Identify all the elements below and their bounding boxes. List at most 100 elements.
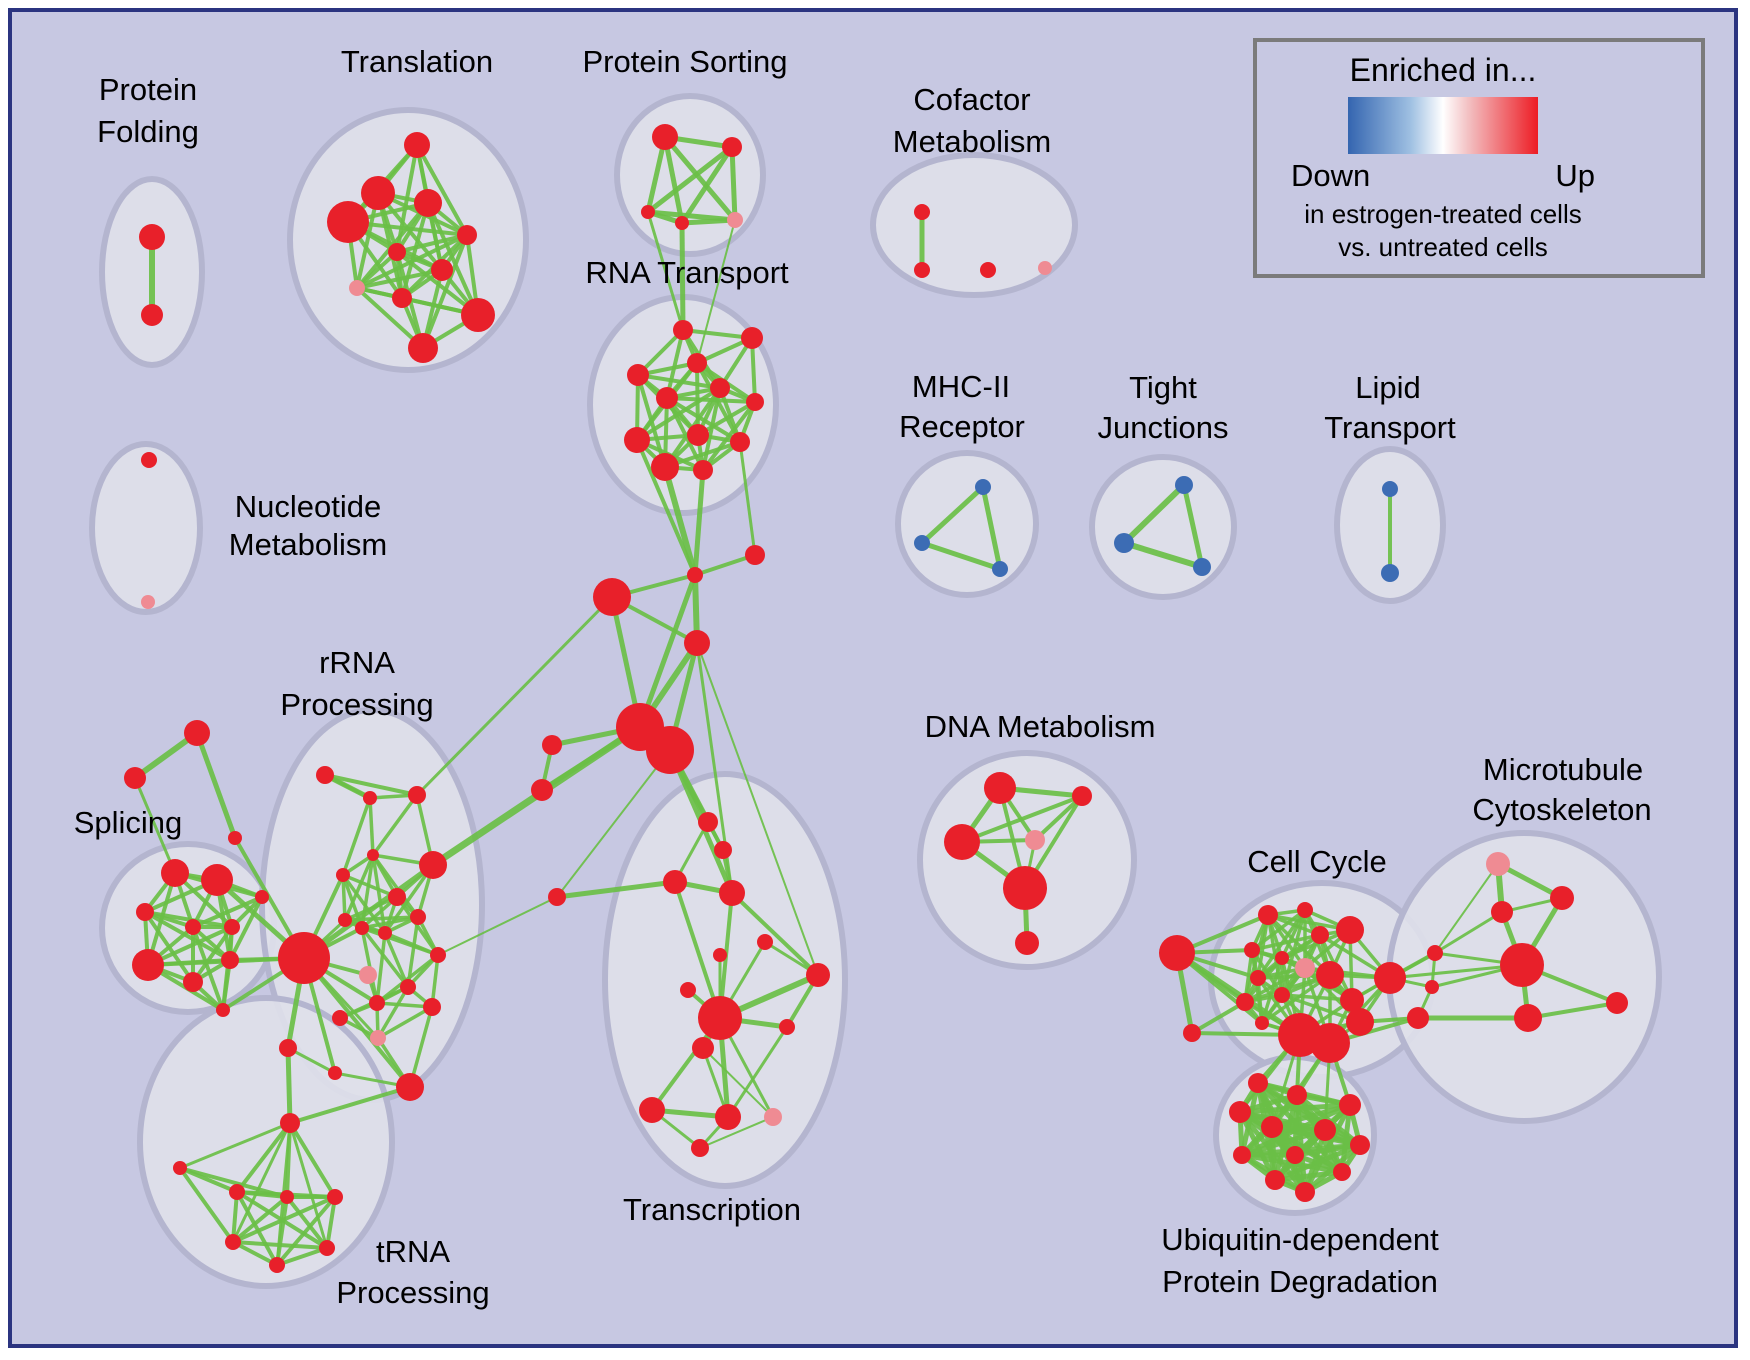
network-edge xyxy=(646,211,685,331)
network-node-rr15 xyxy=(423,998,441,1016)
network-edge xyxy=(662,136,685,224)
network-edge xyxy=(288,1121,337,1199)
network-node-dn2 xyxy=(944,824,980,860)
network-node-rt4 xyxy=(627,364,649,386)
network-node-tc9 xyxy=(698,996,742,1040)
network-node-rr17 xyxy=(370,1030,386,1046)
cluster-ellipse-dna-metabolism xyxy=(917,750,1137,970)
network-node-tr1 xyxy=(404,132,430,158)
network-node-rr11 xyxy=(410,909,426,925)
network-node-tn1 xyxy=(173,1161,187,1175)
network-edge xyxy=(192,895,263,929)
network-node-cn14 xyxy=(184,720,210,746)
network-edge xyxy=(1266,913,1332,977)
network-node-dn4 xyxy=(1072,786,1092,806)
network-edge xyxy=(371,853,420,919)
network-node-lt1 xyxy=(1382,481,1398,497)
network-edge xyxy=(235,1191,279,1266)
network-edge xyxy=(694,553,756,577)
cluster-label-splicing-line1: Splicing xyxy=(74,805,183,840)
network-node-mtc1 xyxy=(1427,945,1443,961)
network-node-ps1 xyxy=(652,124,678,150)
network-node-rt8 xyxy=(624,427,650,453)
network-edge xyxy=(356,268,443,290)
network-edge xyxy=(1251,933,1321,952)
network-node-mt3 xyxy=(1491,901,1513,923)
network-node-rr6 xyxy=(419,851,447,879)
network-node-dn6 xyxy=(1015,931,1039,955)
network-edge xyxy=(1250,908,1307,952)
network-node-ps4 xyxy=(675,216,689,230)
network-node-cc7 xyxy=(1275,951,1289,965)
network-edge xyxy=(302,862,435,961)
cluster-ellipse-mhc-ii-receptor xyxy=(895,450,1039,598)
network-node-dn5 xyxy=(1025,830,1045,850)
network-edge xyxy=(738,441,757,556)
network-node-sp8 xyxy=(183,972,203,992)
network-node-rr10 xyxy=(378,926,392,940)
network-node-cn12 xyxy=(279,1039,297,1057)
cluster-ellipse-tight-junctions xyxy=(1089,454,1237,600)
network-edge xyxy=(980,486,1003,570)
network-node-tr7 xyxy=(431,259,453,281)
network-node-cc8 xyxy=(1295,958,1315,978)
network-edge xyxy=(360,926,410,989)
network-edge xyxy=(144,910,233,929)
network-nodes-layer xyxy=(124,124,1628,1273)
network-node-mt5 xyxy=(1606,992,1628,1014)
network-node-rr14 xyxy=(400,979,416,995)
network-edge xyxy=(178,1166,235,1244)
network-node-ub8 xyxy=(1233,1146,1251,1164)
network-edge xyxy=(288,1122,329,1249)
cluster-label-lipid-transport-line1: Lipid xyxy=(1355,370,1421,405)
network-node-mt6 xyxy=(1514,1004,1542,1032)
cluster-label-rna-transport-line1: RNA Transport xyxy=(585,255,789,290)
network-node-ps2 xyxy=(722,137,742,157)
network-edge xyxy=(383,932,410,988)
network-node-cn1 xyxy=(593,578,631,616)
network-edge xyxy=(375,932,387,1004)
cluster-label-mhc-ii-receptor-line1: MHC-II xyxy=(912,369,1010,404)
network-node-cc4 xyxy=(1336,916,1364,944)
network-edge xyxy=(302,956,412,1089)
network-edge xyxy=(663,135,737,222)
network-edge xyxy=(921,540,1001,572)
network-node-rr13 xyxy=(369,995,385,1011)
network-node-mh3 xyxy=(992,561,1008,577)
network-node-cf3 xyxy=(980,262,996,278)
network-node-cf1 xyxy=(914,204,930,220)
network-edge xyxy=(961,794,1083,844)
network-node-cc6 xyxy=(1244,942,1260,958)
network-node-rt12 xyxy=(693,460,713,480)
network-node-rt6 xyxy=(656,387,678,409)
legend-gradient-bar xyxy=(1348,97,1538,154)
network-edge xyxy=(133,777,177,874)
network-node-cf4 xyxy=(1038,261,1052,275)
network-edge xyxy=(1389,963,1523,980)
network-edge xyxy=(556,879,676,900)
network-node-tn3 xyxy=(280,1190,294,1204)
network-node-dn3 xyxy=(1003,866,1047,910)
cluster-label-ubiquitin-degradation-line2: Protein Degradation xyxy=(1162,1264,1438,1299)
cluster-label-dna-metabolism-line1: DNA Metabolism xyxy=(925,709,1156,744)
cluster-label-rrna-processing-line1: rRNA xyxy=(319,645,395,680)
network-edge xyxy=(692,469,706,576)
network-edge xyxy=(1241,1127,1326,1158)
network-edge xyxy=(285,1195,329,1250)
network-node-ub12 xyxy=(1295,1182,1315,1202)
network-node-tc3 xyxy=(663,870,687,894)
network-node-cc14 xyxy=(1340,988,1364,1012)
network-node-cc18 xyxy=(1255,1016,1269,1030)
network-node-ub4 xyxy=(1229,1101,1251,1123)
network-edge xyxy=(341,874,347,921)
network-edge xyxy=(415,595,614,797)
network-node-tn2 xyxy=(229,1184,245,1200)
network-node-tn7 xyxy=(269,1257,285,1273)
network-edge xyxy=(730,891,820,977)
network-node-tn0 xyxy=(280,1113,300,1133)
network-node-ub9 xyxy=(1286,1146,1304,1164)
network-edge xyxy=(235,1121,292,1194)
network-edge xyxy=(637,574,698,728)
network-edge xyxy=(1241,1152,1343,1175)
